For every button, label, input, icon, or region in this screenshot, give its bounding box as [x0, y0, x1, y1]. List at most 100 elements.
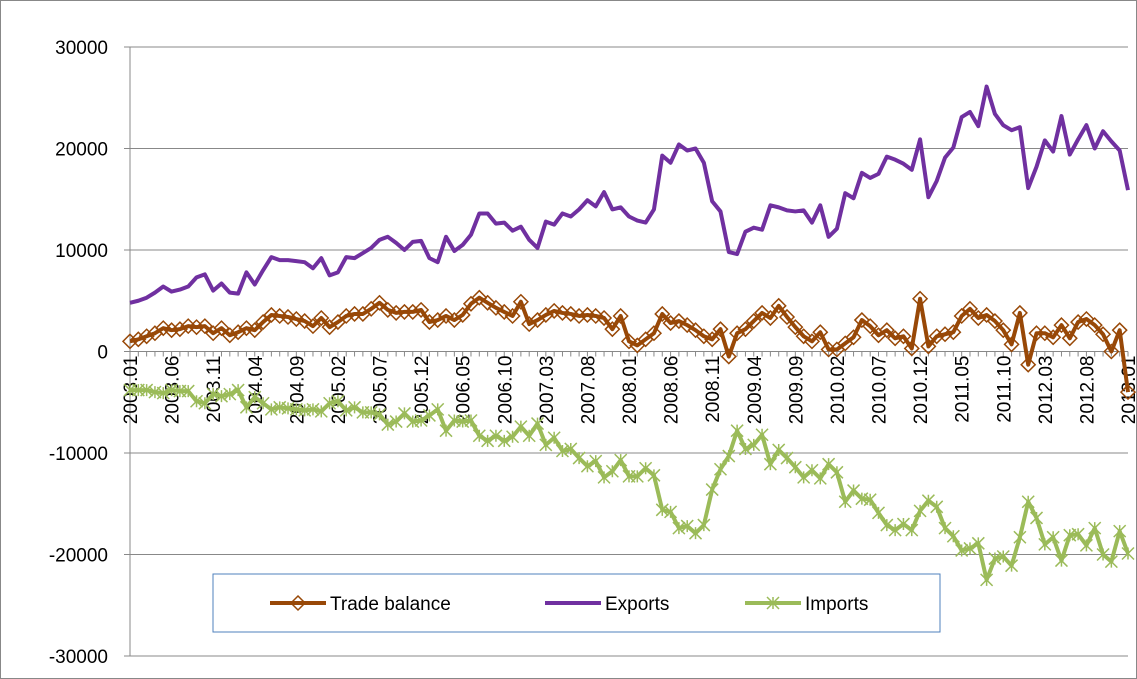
marker — [687, 322, 704, 339]
marker — [571, 307, 588, 325]
marker — [639, 461, 653, 475]
marker — [680, 519, 694, 533]
y-tick-label: -30000 — [49, 647, 108, 668]
marker — [921, 494, 935, 508]
marker — [364, 405, 378, 419]
x-tick-label: 2008.06 — [662, 356, 683, 425]
marker — [712, 321, 729, 338]
x-tick-label: 2011.10 — [994, 356, 1015, 423]
marker — [221, 327, 238, 344]
marker — [306, 402, 320, 416]
marker — [223, 387, 237, 401]
marker — [762, 309, 779, 327]
marker — [722, 449, 736, 463]
marker — [679, 317, 696, 334]
marker — [955, 543, 969, 557]
marker — [213, 320, 230, 337]
marker — [1038, 537, 1052, 551]
marker — [156, 386, 170, 400]
marker — [414, 413, 428, 428]
marker — [812, 324, 829, 341]
marker — [803, 333, 821, 350]
x-tick-label: 2003.11 — [204, 356, 225, 423]
marker — [304, 318, 322, 335]
marker — [1013, 530, 1027, 544]
marker — [497, 434, 511, 448]
marker — [720, 348, 737, 365]
marker — [487, 299, 504, 316]
marker — [206, 387, 220, 401]
marker — [256, 396, 270, 410]
marker — [171, 321, 188, 338]
marker — [963, 541, 977, 555]
marker — [1021, 495, 1035, 509]
marker — [264, 402, 278, 416]
marker — [747, 438, 761, 452]
marker — [605, 464, 619, 478]
marker — [970, 309, 987, 327]
x-tick-label: 2009.09 — [786, 356, 807, 425]
marker — [795, 328, 812, 345]
marker — [595, 309, 613, 327]
marker — [880, 518, 894, 532]
marker — [496, 303, 513, 320]
x-tick-label: 2010.02 — [828, 356, 849, 425]
marker — [464, 413, 478, 428]
marker — [589, 454, 603, 468]
marker — [214, 389, 229, 403]
marker — [379, 301, 396, 318]
marker — [813, 471, 827, 485]
marker — [1005, 559, 1019, 573]
marker — [664, 505, 678, 519]
marker — [1086, 317, 1103, 334]
marker — [188, 319, 205, 336]
x-tick-label: 2008.11 — [703, 356, 724, 423]
marker — [1020, 356, 1037, 373]
marker — [413, 301, 430, 318]
marker — [1121, 546, 1135, 561]
marker — [729, 325, 746, 342]
marker — [830, 465, 844, 479]
marker — [697, 518, 711, 532]
marker — [196, 318, 213, 335]
series-line — [129, 84, 1130, 305]
marker — [140, 383, 154, 397]
marker — [986, 312, 1003, 330]
marker — [1070, 314, 1087, 331]
marker — [612, 307, 629, 325]
marker — [429, 311, 446, 329]
marker — [1078, 310, 1095, 328]
x-tick-label: 2011.05 — [953, 356, 974, 423]
marker — [1113, 524, 1127, 538]
marker — [887, 330, 904, 347]
marker — [961, 300, 979, 317]
marker — [163, 322, 180, 339]
marker — [1104, 555, 1118, 569]
marker — [896, 517, 910, 531]
marker — [654, 305, 671, 323]
x-tick-label: 2005.12 — [412, 356, 433, 425]
marker — [978, 306, 995, 324]
marker — [239, 400, 253, 414]
marker — [371, 294, 388, 311]
y-tick-label: 30000 — [55, 38, 108, 59]
marker — [946, 529, 960, 543]
marker — [754, 304, 771, 321]
marker — [338, 307, 355, 325]
marker — [388, 304, 405, 321]
marker — [614, 453, 628, 467]
marker — [421, 314, 438, 331]
marker — [913, 504, 927, 518]
y-tick-label: 0 — [97, 343, 108, 364]
marker — [695, 328, 712, 345]
marker — [472, 429, 486, 443]
marker — [995, 322, 1012, 339]
marker — [704, 331, 721, 348]
marker — [1003, 336, 1020, 353]
marker — [1088, 521, 1102, 535]
marker — [705, 483, 719, 497]
marker — [878, 322, 895, 339]
marker — [255, 314, 272, 331]
marker — [246, 322, 263, 339]
y-tick-label: 10000 — [55, 241, 108, 262]
